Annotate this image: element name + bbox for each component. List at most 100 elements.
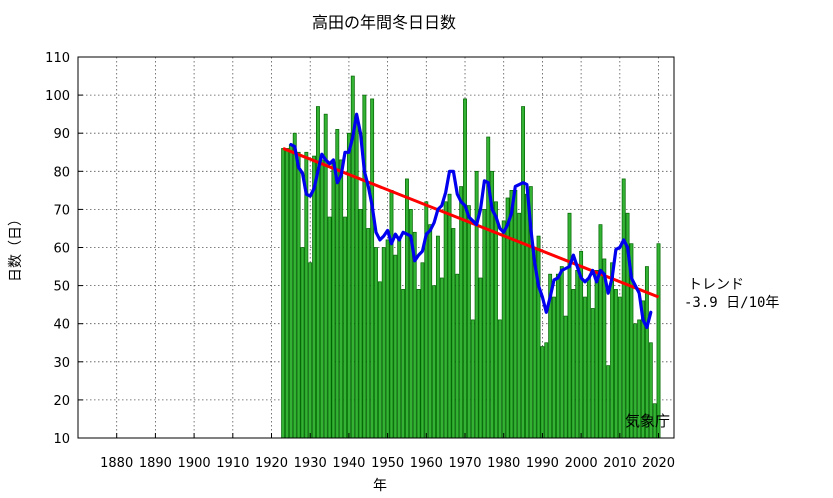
bar-2010 xyxy=(617,296,622,439)
x-axis-ticks: 1880 1890 1900 1910 1920 1930 1940 1950 1960 1970… xyxy=(100,433,675,471)
trend-label: トレンド xyxy=(688,277,744,293)
bar-1989 xyxy=(536,235,541,439)
bar-1926 xyxy=(292,132,297,439)
bar-1999 xyxy=(575,270,580,439)
y-tick-label: 10 xyxy=(53,432,70,447)
y-tick-label: 110 xyxy=(45,51,70,66)
bar-2003 xyxy=(590,308,595,439)
bar-1958 xyxy=(416,289,421,439)
bar-1924 xyxy=(285,148,289,439)
x-axis-label: 年 xyxy=(373,478,387,494)
bar-1942 xyxy=(354,121,359,439)
bar-1979 xyxy=(497,319,502,439)
bar-1954 xyxy=(401,289,406,439)
bar-1975 xyxy=(482,209,487,439)
credit-text: 気象庁 xyxy=(625,412,670,430)
bar-1985 xyxy=(521,106,526,439)
bar-2009 xyxy=(614,289,618,439)
bar-series xyxy=(281,75,661,439)
y-tick-label: 70 xyxy=(53,203,70,218)
bar-1946 xyxy=(370,98,375,439)
bar-1950 xyxy=(385,239,390,439)
bar-1990 xyxy=(540,346,545,439)
bar-1948 xyxy=(377,281,382,439)
x-tick-label: 1970 xyxy=(448,456,481,471)
y-tick-label: 20 xyxy=(53,394,70,409)
bar-1949 xyxy=(381,247,386,439)
bar-1997 xyxy=(567,212,572,439)
bar-1925 xyxy=(288,144,293,439)
x-tick-label: 1960 xyxy=(410,456,443,471)
bar-1955 xyxy=(405,178,409,439)
bar-1981 xyxy=(505,197,510,439)
y-tick-label: 80 xyxy=(53,165,70,180)
bar-2005 xyxy=(598,224,603,439)
bar-2020 xyxy=(656,243,661,439)
bar-1966 xyxy=(447,193,452,439)
x-tick-label: 2020 xyxy=(642,456,675,471)
x-tick-label: 2000 xyxy=(565,456,598,471)
bar-1940 xyxy=(346,132,351,439)
bar-1971 xyxy=(466,205,471,439)
bar-2001 xyxy=(583,296,587,439)
bar-1969 xyxy=(459,186,464,439)
x-tick-label: 1920 xyxy=(255,456,288,471)
x-tick-label: 1980 xyxy=(487,456,520,471)
bar-1923 xyxy=(281,148,286,439)
y-tick-label: 50 xyxy=(53,280,70,295)
bar-1935 xyxy=(327,216,332,439)
bar-1930 xyxy=(308,262,313,439)
chart-title: 高田の年間冬日日数 xyxy=(312,13,456,32)
bar-1932 xyxy=(316,106,320,439)
bar-1951 xyxy=(389,190,394,439)
bar-2011 xyxy=(621,178,626,439)
bar-1947 xyxy=(374,247,378,439)
bar-1959 xyxy=(420,262,425,439)
bar-1953 xyxy=(397,239,402,439)
trend-layer xyxy=(282,147,660,299)
bar-1973 xyxy=(474,170,479,439)
trend-value: -3.9 日/10年 xyxy=(684,295,779,311)
bar-2007 xyxy=(606,365,611,439)
bar-1984 xyxy=(517,212,522,439)
y-tick-label: 60 xyxy=(53,242,70,257)
moving-average-layer xyxy=(289,112,653,330)
y-tick-label: 40 xyxy=(53,318,70,333)
bar-1986 xyxy=(524,193,529,439)
y-tick-label: 30 xyxy=(53,356,70,371)
bar-1983 xyxy=(513,190,518,439)
bar-1943 xyxy=(358,209,363,439)
bar-1970 xyxy=(463,98,467,439)
y-tick-label: 90 xyxy=(53,127,70,142)
bar-1961 xyxy=(428,224,433,439)
bar-1928 xyxy=(300,247,305,439)
bar-1963 xyxy=(435,235,440,439)
bar-1974 xyxy=(478,277,483,439)
bar-2002 xyxy=(586,277,591,439)
bar-1957 xyxy=(412,231,417,439)
bar-1994 xyxy=(555,273,560,439)
bar-1962 xyxy=(432,285,436,439)
bar-2004 xyxy=(594,270,599,439)
bar-1996 xyxy=(563,315,568,439)
bar-1939 xyxy=(343,216,347,439)
trend-line xyxy=(282,147,660,299)
x-tick-label: 1890 xyxy=(139,456,172,471)
bar-1964 xyxy=(439,277,444,439)
bar-1945 xyxy=(366,228,371,439)
x-tick-label: 1910 xyxy=(216,456,249,471)
bar-1980 xyxy=(501,220,506,439)
bar-2008 xyxy=(610,262,615,439)
x-tick-label: 1940 xyxy=(332,456,365,471)
bar-1933 xyxy=(319,159,324,439)
x-tick-label: 1880 xyxy=(100,456,133,471)
bar-1965 xyxy=(443,201,448,439)
bar-1998 xyxy=(571,289,576,439)
bar-1993 xyxy=(552,296,556,439)
bar-1972 xyxy=(470,319,475,439)
x-tick-label: 1990 xyxy=(526,456,559,471)
x-tick-label: 2010 xyxy=(603,456,636,471)
moving-average-line xyxy=(289,112,653,330)
x-tick-label: 1930 xyxy=(294,456,327,471)
